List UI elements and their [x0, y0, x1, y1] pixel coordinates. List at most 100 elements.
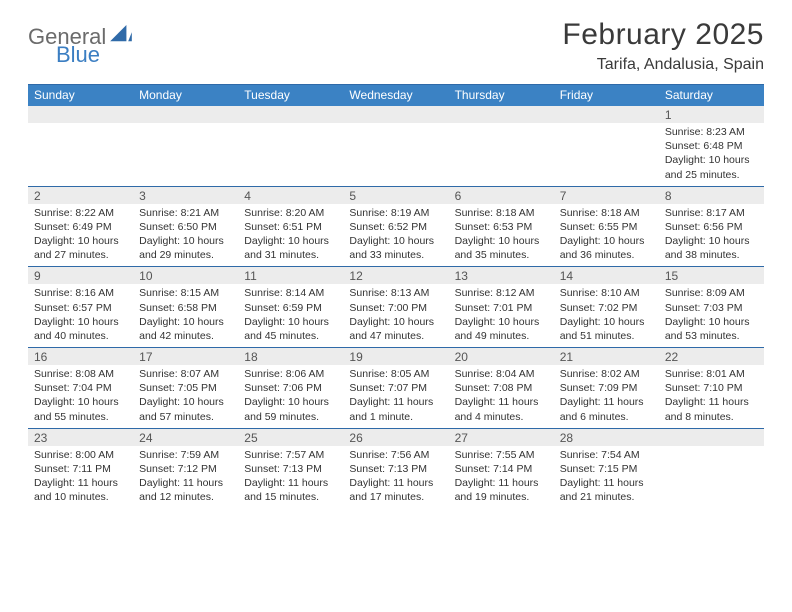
sunrise-text: Sunrise: 7:57 AM — [244, 448, 337, 462]
day-details: Sunrise: 7:57 AMSunset: 7:13 PMDaylight:… — [238, 446, 343, 509]
day-details: Sunrise: 8:09 AMSunset: 7:03 PMDaylight:… — [659, 284, 764, 347]
day-number — [659, 429, 764, 446]
day-number: 10 — [133, 267, 238, 284]
daylight-text: Daylight: 10 hours and 45 minutes. — [244, 315, 337, 343]
weekday-header: Sunday — [28, 85, 133, 106]
day-number — [343, 106, 448, 123]
day-details — [28, 123, 133, 129]
day-number: 14 — [554, 267, 659, 284]
day-number — [133, 106, 238, 123]
sunset-text: Sunset: 6:51 PM — [244, 220, 337, 234]
day-number: 12 — [343, 267, 448, 284]
sunset-text: Sunset: 7:04 PM — [34, 381, 127, 395]
daylight-text: Daylight: 11 hours and 21 minutes. — [560, 476, 653, 504]
sunrise-text: Sunrise: 8:14 AM — [244, 286, 337, 300]
day-number: 2 — [28, 187, 133, 204]
day-details: Sunrise: 8:22 AMSunset: 6:49 PMDaylight:… — [28, 204, 133, 267]
daylight-text: Daylight: 11 hours and 8 minutes. — [665, 395, 758, 423]
week-row: 9Sunrise: 8:16 AMSunset: 6:57 PMDaylight… — [28, 266, 764, 347]
sunrise-text: Sunrise: 8:01 AM — [665, 367, 758, 381]
calendar-page: General Blue February 2025 Tarifa, Andal… — [0, 0, 792, 508]
day-number: 23 — [28, 429, 133, 446]
sunset-text: Sunset: 7:00 PM — [349, 301, 442, 315]
daylight-text: Daylight: 10 hours and 29 minutes. — [139, 234, 232, 262]
day-details: Sunrise: 8:07 AMSunset: 7:05 PMDaylight:… — [133, 365, 238, 428]
day-cell: 6Sunrise: 8:18 AMSunset: 6:53 PMDaylight… — [449, 187, 554, 267]
day-details: Sunrise: 7:59 AMSunset: 7:12 PMDaylight:… — [133, 446, 238, 509]
title-block: February 2025 Tarifa, Andalusia, Spain — [562, 18, 764, 74]
sunrise-text: Sunrise: 8:02 AM — [560, 367, 653, 381]
sunrise-text: Sunrise: 8:20 AM — [244, 206, 337, 220]
daylight-text: Daylight: 11 hours and 19 minutes. — [455, 476, 548, 504]
sunrise-text: Sunrise: 8:12 AM — [455, 286, 548, 300]
sunrise-text: Sunrise: 8:10 AM — [560, 286, 653, 300]
daylight-text: Daylight: 10 hours and 33 minutes. — [349, 234, 442, 262]
weekday-header: Friday — [554, 85, 659, 106]
weekday-header: Monday — [133, 85, 238, 106]
day-cell: 15Sunrise: 8:09 AMSunset: 7:03 PMDayligh… — [659, 267, 764, 347]
week-row: 23Sunrise: 8:00 AMSunset: 7:11 PMDayligh… — [28, 428, 764, 509]
daylight-text: Daylight: 10 hours and 35 minutes. — [455, 234, 548, 262]
day-cell: 23Sunrise: 8:00 AMSunset: 7:11 PMDayligh… — [28, 429, 133, 509]
sunset-text: Sunset: 7:10 PM — [665, 381, 758, 395]
day-cell: 22Sunrise: 8:01 AMSunset: 7:10 PMDayligh… — [659, 348, 764, 428]
day-cell: 28Sunrise: 7:54 AMSunset: 7:15 PMDayligh… — [554, 429, 659, 509]
day-details: Sunrise: 8:20 AMSunset: 6:51 PMDaylight:… — [238, 204, 343, 267]
daylight-text: Daylight: 11 hours and 10 minutes. — [34, 476, 127, 504]
day-cell: 17Sunrise: 8:07 AMSunset: 7:05 PMDayligh… — [133, 348, 238, 428]
sunrise-text: Sunrise: 8:09 AM — [665, 286, 758, 300]
day-details: Sunrise: 7:55 AMSunset: 7:14 PMDaylight:… — [449, 446, 554, 509]
day-details: Sunrise: 8:13 AMSunset: 7:00 PMDaylight:… — [343, 284, 448, 347]
sunset-text: Sunset: 6:48 PM — [665, 139, 758, 153]
daylight-text: Daylight: 11 hours and 6 minutes. — [560, 395, 653, 423]
sunrise-text: Sunrise: 8:17 AM — [665, 206, 758, 220]
sunset-text: Sunset: 6:58 PM — [139, 301, 232, 315]
day-cell — [554, 106, 659, 186]
daylight-text: Daylight: 10 hours and 27 minutes. — [34, 234, 127, 262]
sunset-text: Sunset: 7:09 PM — [560, 381, 653, 395]
day-number: 16 — [28, 348, 133, 365]
weekday-header: Wednesday — [343, 85, 448, 106]
daylight-text: Daylight: 10 hours and 55 minutes. — [34, 395, 127, 423]
sunrise-text: Sunrise: 8:23 AM — [665, 125, 758, 139]
logo-sail-icon — [110, 25, 132, 43]
sunrise-text: Sunrise: 8:19 AM — [349, 206, 442, 220]
day-cell: 26Sunrise: 7:56 AMSunset: 7:13 PMDayligh… — [343, 429, 448, 509]
sunset-text: Sunset: 6:50 PM — [139, 220, 232, 234]
day-number: 28 — [554, 429, 659, 446]
day-details: Sunrise: 8:17 AMSunset: 6:56 PMDaylight:… — [659, 204, 764, 267]
day-number: 15 — [659, 267, 764, 284]
day-number: 26 — [343, 429, 448, 446]
daylight-text: Daylight: 11 hours and 15 minutes. — [244, 476, 337, 504]
day-number: 3 — [133, 187, 238, 204]
day-details — [554, 123, 659, 129]
sunset-text: Sunset: 7:12 PM — [139, 462, 232, 476]
sunset-text: Sunset: 7:05 PM — [139, 381, 232, 395]
day-number: 24 — [133, 429, 238, 446]
daylight-text: Daylight: 10 hours and 49 minutes. — [455, 315, 548, 343]
sunset-text: Sunset: 7:01 PM — [455, 301, 548, 315]
weekday-header: Tuesday — [238, 85, 343, 106]
day-cell: 14Sunrise: 8:10 AMSunset: 7:02 PMDayligh… — [554, 267, 659, 347]
day-number: 8 — [659, 187, 764, 204]
day-details — [343, 123, 448, 129]
day-cell — [28, 106, 133, 186]
day-cell: 25Sunrise: 7:57 AMSunset: 7:13 PMDayligh… — [238, 429, 343, 509]
weekday-header-row: SundayMondayTuesdayWednesdayThursdayFrid… — [28, 85, 764, 106]
day-cell: 4Sunrise: 8:20 AMSunset: 6:51 PMDaylight… — [238, 187, 343, 267]
day-details: Sunrise: 8:12 AMSunset: 7:01 PMDaylight:… — [449, 284, 554, 347]
daylight-text: Daylight: 11 hours and 1 minute. — [349, 395, 442, 423]
day-cell: 9Sunrise: 8:16 AMSunset: 6:57 PMDaylight… — [28, 267, 133, 347]
sunrise-text: Sunrise: 8:22 AM — [34, 206, 127, 220]
weekday-header: Saturday — [659, 85, 764, 106]
day-details: Sunrise: 8:19 AMSunset: 6:52 PMDaylight:… — [343, 204, 448, 267]
day-cell: 21Sunrise: 8:02 AMSunset: 7:09 PMDayligh… — [554, 348, 659, 428]
location-subtitle: Tarifa, Andalusia, Spain — [562, 56, 764, 74]
daylight-text: Daylight: 11 hours and 4 minutes. — [455, 395, 548, 423]
sunrise-text: Sunrise: 8:18 AM — [455, 206, 548, 220]
day-details: Sunrise: 8:02 AMSunset: 7:09 PMDaylight:… — [554, 365, 659, 428]
day-number: 20 — [449, 348, 554, 365]
daylight-text: Daylight: 11 hours and 12 minutes. — [139, 476, 232, 504]
day-cell: 7Sunrise: 8:18 AMSunset: 6:55 PMDaylight… — [554, 187, 659, 267]
day-details: Sunrise: 8:06 AMSunset: 7:06 PMDaylight:… — [238, 365, 343, 428]
